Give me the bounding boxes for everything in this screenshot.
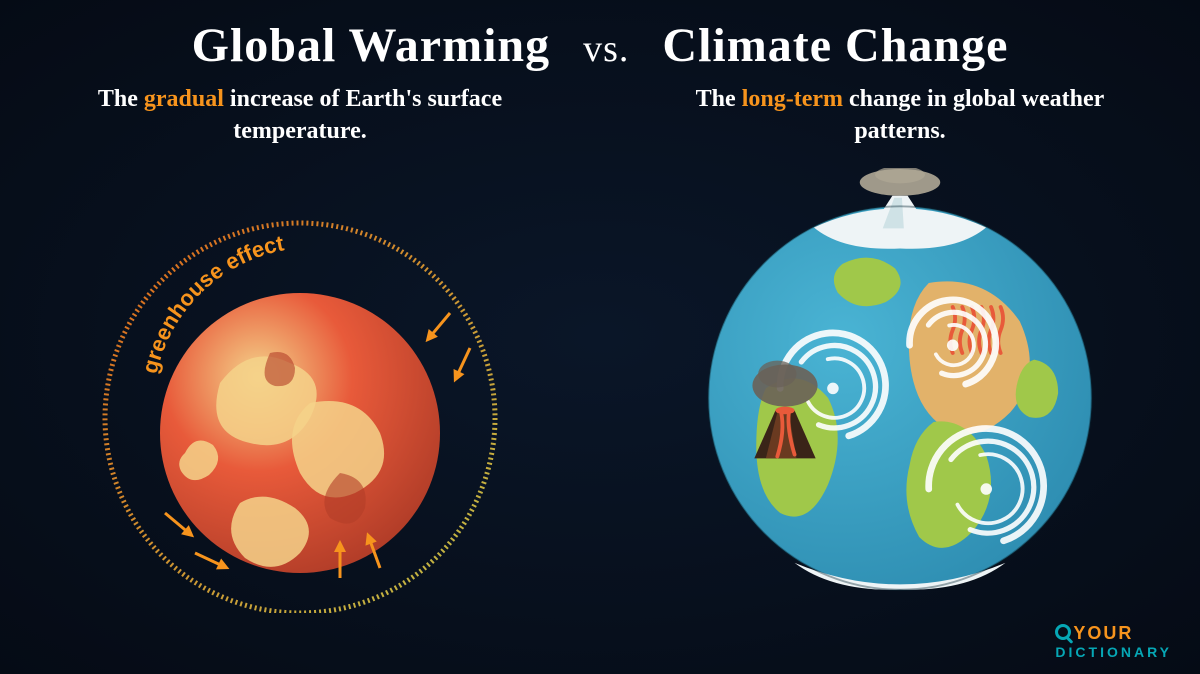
content-row: greenhouse effect: [0, 173, 1200, 623]
climate-change-panel: [650, 183, 1150, 613]
subtitle-left: The gradual increase of Earth's surface …: [48, 83, 552, 148]
magnifier-icon: [1055, 624, 1071, 640]
highlight-left: gradual: [144, 86, 224, 112]
subtitles: The gradual increase of Earth's surface …: [0, 83, 1200, 148]
page-title: Global Warming vs. Climate Change: [0, 0, 1200, 73]
logo-bottom: DICTIONARY: [1055, 644, 1172, 660]
logo-top: YOUR: [1073, 623, 1133, 643]
warming-globe-illustration: greenhouse effect: [70, 183, 530, 613]
title-left: Global Warming: [192, 19, 551, 72]
brand-logo: YOUR DICTIONARY: [1055, 623, 1172, 660]
climate-globe-illustration: [650, 168, 1150, 628]
subtitle-right: The long-term change in global weather p…: [648, 83, 1152, 148]
title-vs: vs.: [583, 28, 629, 70]
title-right: Climate Change: [662, 19, 1008, 72]
highlight-right: long-term: [742, 86, 843, 112]
global-warming-panel: greenhouse effect: [50, 183, 550, 613]
